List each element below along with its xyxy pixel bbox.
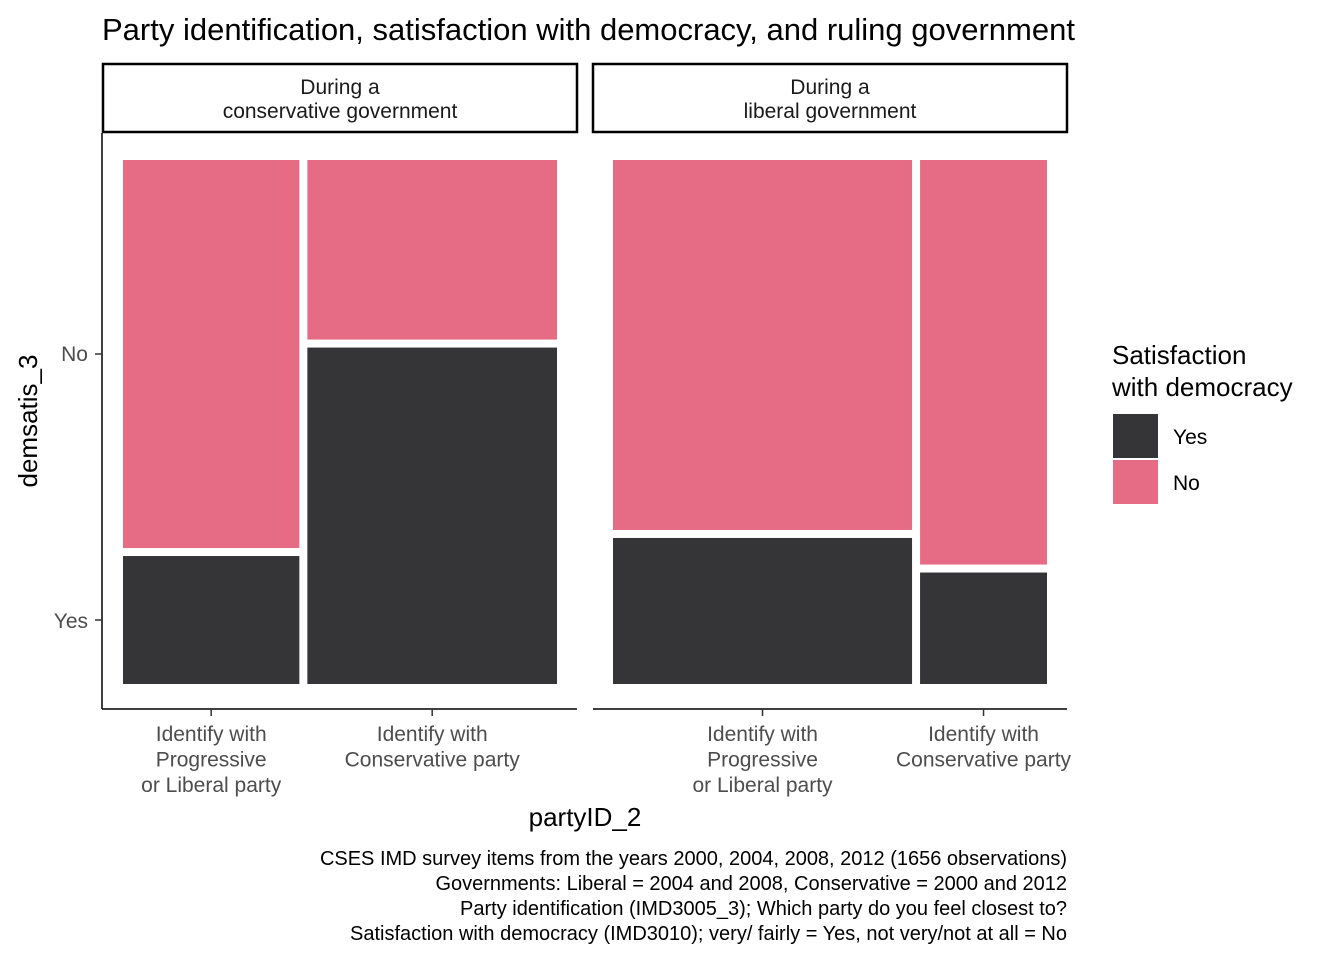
caption: CSES IMD survey items from the years 200… [320, 848, 1067, 945]
legend-label-no: No [1173, 472, 1200, 495]
mosaic-tile-no [307, 160, 557, 340]
y-axis-title: demsatis_3 [13, 355, 43, 488]
legend-title-line: Satisfaction [1112, 340, 1246, 370]
facet-strip [101, 62, 579, 134]
x-tick-label: Identify with Progressive or Liberal party [141, 723, 282, 797]
mosaic-tile-yes [613, 537, 913, 684]
x-tick-label-line: Identify with [707, 723, 818, 746]
x-tick-label-line: or Liberal party [692, 774, 833, 797]
facet-panel: During a conservative government Identify … [101, 62, 579, 797]
x-tick-label-line: Conservative party [345, 749, 521, 772]
caption-line: CSES IMD survey items from the years 200… [320, 848, 1067, 870]
legend-label-yes: Yes [1173, 426, 1207, 449]
facet-panel: During a liberal government Identify with P… [591, 62, 1072, 797]
facet-strip-label: During a liberal government [744, 76, 917, 123]
x-tick-label-line: Identify with [377, 723, 488, 746]
x-tick-label-line: Conservative party [896, 749, 1072, 772]
x-tick-label-line: Progressive [707, 749, 818, 772]
y-tick-label-no: No [61, 343, 88, 366]
facet-strip [591, 62, 1069, 134]
caption-line: Satisfaction with democracy (IMD3010); v… [350, 923, 1067, 945]
caption-line: Governments: Liberal = 2004 and 2008, Co… [435, 873, 1067, 895]
mosaic-tile-yes [920, 572, 1047, 684]
mosaic-tile-yes [307, 347, 557, 684]
facet-strip-label-line: conservative government [223, 100, 458, 123]
legend-title: Satisfaction with democracy [1111, 340, 1293, 402]
x-tick-label-line: Identify with [928, 723, 1039, 746]
x-tick-label-line: or Liberal party [141, 774, 282, 797]
mosaic-tile-no [920, 160, 1047, 565]
x-tick-label-line: Progressive [156, 749, 267, 772]
x-tick-label: Identify with Conservative party [345, 723, 521, 772]
mosaic-tile-yes [123, 556, 300, 684]
x-tick-label: Identify with Conservative party [896, 723, 1072, 772]
legend-key-no [1113, 460, 1158, 504]
legend: Satisfaction with democracy Yes No [1111, 340, 1293, 504]
mosaic-tile-no [123, 160, 300, 549]
mosaic-tile-no [613, 160, 913, 530]
legend-key-yes [1113, 414, 1158, 458]
chart-title: Party identification, satisfaction with … [102, 12, 1075, 47]
y-tick-label-yes: Yes [54, 610, 88, 633]
x-tick-label: Identify with Progressive or Liberal party [692, 723, 833, 797]
legend-title-line: with democracy [1111, 372, 1293, 402]
x-tick-label-line: Identify with [156, 723, 267, 746]
facet-strip-label-line: During a [790, 76, 870, 99]
facet-strip-label-line: During a [300, 76, 380, 99]
facet-strip-label: During a conservative government [223, 76, 458, 123]
caption-line: Party identification (IMD3005_3); Which … [460, 898, 1067, 920]
x-axis-title: partyID_2 [529, 802, 642, 832]
facet-strip-label-line: liberal government [744, 100, 917, 123]
